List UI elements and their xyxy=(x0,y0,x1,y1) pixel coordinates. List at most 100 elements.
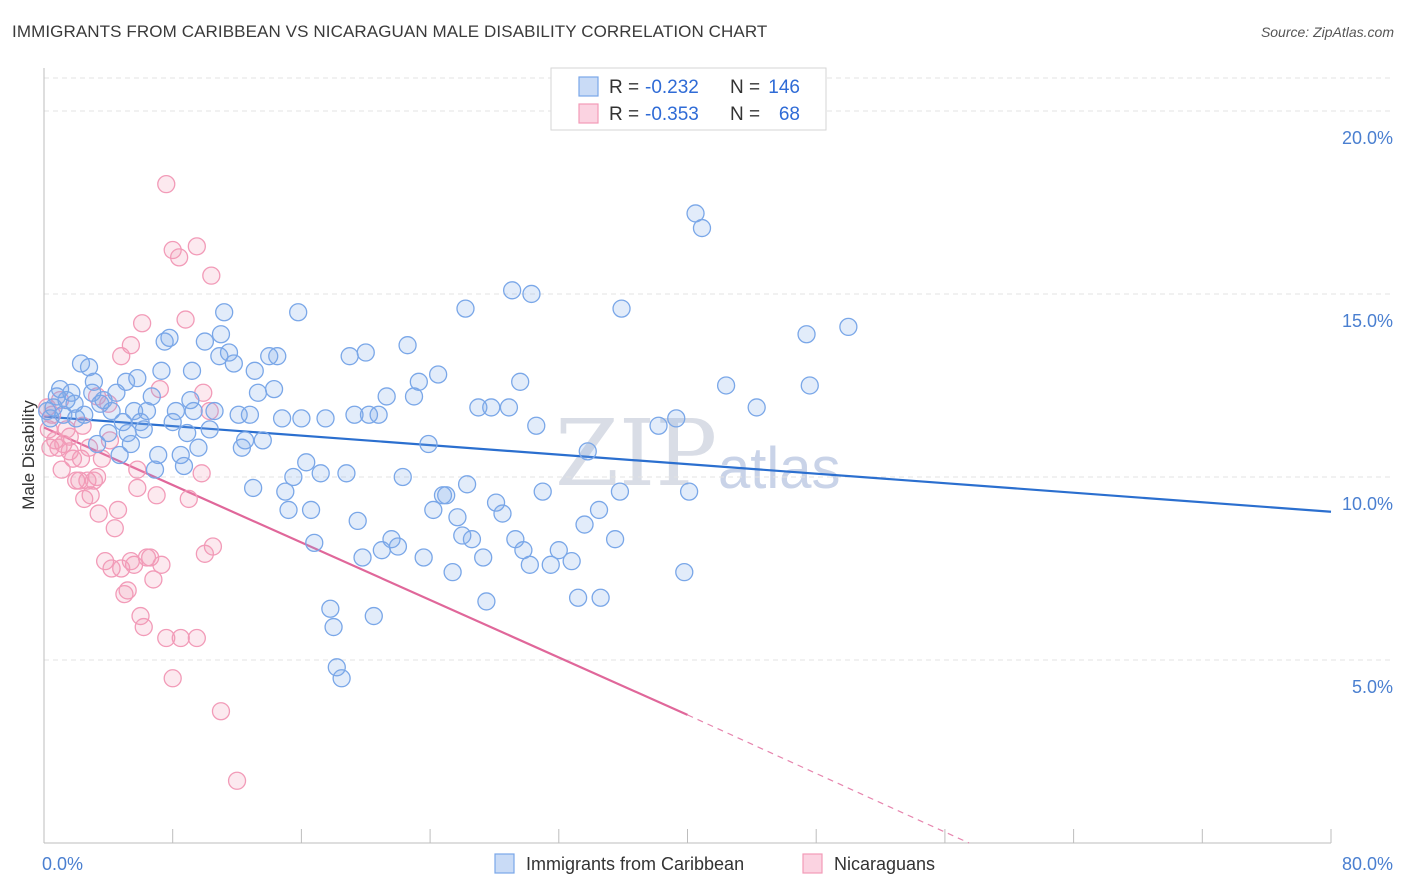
caribbean-point-72 xyxy=(316,409,335,428)
nicaraguan-point-46 xyxy=(211,702,231,721)
caribbean-point-96 xyxy=(424,500,443,520)
caribbean-point-134 xyxy=(747,398,766,417)
caribbean-point-43 xyxy=(184,401,203,421)
caribbean-point-136 xyxy=(800,376,819,395)
y-tick-label-0: 5.0% xyxy=(1352,677,1393,697)
legend-swatch-caribbean xyxy=(578,76,599,97)
nicaraguan-point-67 xyxy=(192,464,211,483)
y-tick-label-3: 20.0% xyxy=(1342,128,1393,148)
caribbean-point-92 xyxy=(404,387,424,406)
caribbean-point-122 xyxy=(575,515,594,534)
nicaraguan-point-53 xyxy=(176,310,195,329)
caribbean-point-91 xyxy=(398,336,417,355)
caribbean-point-76 xyxy=(332,669,351,688)
nicaraguan-point-52 xyxy=(202,266,221,285)
caribbean-point-7 xyxy=(62,383,81,402)
nicaraguan-point-16 xyxy=(81,486,100,505)
axes xyxy=(43,68,1332,844)
caribbean-point-34 xyxy=(152,361,171,380)
caribbean-point-126 xyxy=(605,530,625,549)
caribbean-point-77 xyxy=(337,464,356,483)
nicaraguan-point-49 xyxy=(163,240,182,260)
caribbean-point-121 xyxy=(568,588,588,607)
caribbean-point-78 xyxy=(340,347,359,366)
nicaraguan-point-36 xyxy=(144,570,163,589)
caribbean-point-36 xyxy=(160,328,179,348)
nicaraguan-point-6 xyxy=(52,460,71,479)
caribbean-point-41 xyxy=(178,423,197,443)
caribbean-point-83 xyxy=(359,405,379,424)
caribbean-point-93 xyxy=(409,372,428,391)
caribbean-point-95 xyxy=(419,434,438,454)
legend-r-value-nicaraguans: -0.353 xyxy=(645,104,699,125)
caribbean-point-40 xyxy=(174,456,194,476)
caribbean-point-82 xyxy=(356,343,375,362)
caribbean-point-45 xyxy=(195,332,215,351)
bottom-legend-swatch-caribbean xyxy=(494,853,515,874)
nicaraguan-point-42 xyxy=(179,489,198,509)
legend-n-value-caribbean: 146 xyxy=(768,77,800,98)
caribbean-point-137 xyxy=(839,317,858,337)
watermark-zip: ZIP xyxy=(555,400,717,507)
caribbean-point-133 xyxy=(716,376,736,395)
caribbean-point-90 xyxy=(393,467,412,487)
bottom-legend-label-caribbean: Immigrants from Caribbean xyxy=(526,854,744,874)
caribbean-point-47 xyxy=(205,401,224,421)
trend-line-1 xyxy=(43,426,688,716)
nicaraguan-point-37 xyxy=(147,486,166,505)
caribbean-point-145 xyxy=(182,361,202,380)
caribbean-point-62 xyxy=(272,409,292,428)
nicaraguan-point-18 xyxy=(87,467,107,487)
data-points xyxy=(38,174,858,790)
caribbean-point-42 xyxy=(181,390,200,410)
caribbean-point-99 xyxy=(437,486,456,505)
caribbean-point-85 xyxy=(369,405,388,424)
legend-n-value-nicaraguans: 68 xyxy=(779,104,800,125)
caribbean-point-103 xyxy=(457,475,477,494)
nicaraguan-point-56 xyxy=(112,347,131,366)
caribbean-point-29 xyxy=(134,420,153,439)
caribbean-point-60 xyxy=(264,379,284,399)
nicaraguan-point-32 xyxy=(131,606,150,626)
source-label: Source: ZipAtlas.com xyxy=(1260,24,1394,40)
caribbean-point-104 xyxy=(462,530,482,549)
caribbean-point-31 xyxy=(142,387,161,406)
x-tick-label-1: 80.0% xyxy=(1342,854,1393,874)
caribbean-point-142 xyxy=(456,299,475,318)
caribbean-point-108 xyxy=(482,398,501,417)
caribbean-point-25 xyxy=(121,434,141,454)
caribbean-point-30 xyxy=(137,401,157,421)
nicaraguan-point-50 xyxy=(169,248,189,267)
caribbean-point-63 xyxy=(276,482,295,501)
caribbean-point-84 xyxy=(364,606,383,626)
nicaraguan-point-24 xyxy=(105,519,124,538)
caribbean-point-110 xyxy=(493,504,512,523)
bottom-legend: Immigrants from Caribbean Nicaraguans xyxy=(494,853,935,874)
nicaraguan-point-21 xyxy=(95,552,115,571)
caribbean-point-124 xyxy=(589,500,609,520)
caribbean-point-111 xyxy=(499,398,519,417)
caribbean-point-37 xyxy=(163,412,182,432)
caribbean-point-123 xyxy=(578,442,597,461)
nicaraguan-point-47 xyxy=(227,771,247,790)
caribbean-point-66 xyxy=(289,303,308,322)
caribbean-point-15 xyxy=(87,434,107,454)
caribbean-point-116 xyxy=(527,416,546,435)
caribbean-point-61 xyxy=(268,347,287,366)
caribbean-point-106 xyxy=(474,548,493,567)
caribbean-point-67 xyxy=(292,409,311,428)
caribbean-point-80 xyxy=(348,511,367,531)
nicaraguan-point-28 xyxy=(118,581,137,600)
caribbean-point-19 xyxy=(102,401,121,421)
caribbean-point-140 xyxy=(522,284,541,304)
nicaraguan-point-48 xyxy=(157,174,176,194)
x-tick-label-0: 0.0% xyxy=(42,854,83,874)
caribbean-point-127 xyxy=(610,482,630,501)
bottom-legend-swatch-nicaraguans xyxy=(802,853,823,874)
caribbean-point-27 xyxy=(128,368,147,388)
caribbean-point-120 xyxy=(562,552,581,571)
caribbean-point-101 xyxy=(448,508,467,527)
y-tick-label-2: 15.0% xyxy=(1342,311,1393,331)
caribbean-point-105 xyxy=(469,398,488,417)
caribbean-point-68 xyxy=(297,453,316,472)
